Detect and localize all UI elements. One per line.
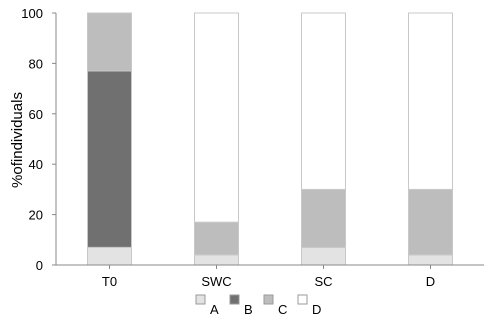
legend-swatch-a [195,294,206,305]
legend-label-b: B [244,302,253,317]
y-tick-label: 40 [29,157,43,172]
bar-segment-d-swc [194,12,239,223]
bar-segment-c-swc [194,221,239,256]
bar-segment-c-t0 [87,12,132,72]
x-tick-label: SC [314,274,332,289]
legend-label-d: D [312,302,321,317]
legend: A B C D [195,294,321,317]
legend-label-c: C [278,302,287,317]
bar-segment-c-d [408,188,453,256]
bar-segment-a-swc [194,254,239,266]
bar-segment-b-t0 [87,70,132,248]
plot-area [87,12,453,266]
bar-segment-a-sc [301,246,346,266]
bar-segment-c-sc [301,188,346,248]
legend-swatch-c [263,294,274,305]
y-tick-label: 20 [29,208,43,223]
y-tick-label: 60 [29,107,43,122]
x-tick-label: T0 [102,274,117,289]
x-tick-label: SWC [201,274,231,289]
x-axis: T0 SWC SC D [56,264,484,289]
y-tick-label: 0 [36,258,43,273]
bar-segment-a-t0 [87,246,132,266]
legend-swatch-b [229,294,240,305]
y-tick-label: 100 [21,6,43,21]
y-tick-label: 80 [29,56,43,71]
legend-label-a: A [210,302,219,317]
y-axis-title: %ofindividuals [9,92,26,188]
bar-segment-d-d [408,12,453,190]
x-tick-label: D [426,274,435,289]
bar-segment-a-d [408,254,453,266]
legend-swatch-d [297,294,308,305]
bar-segment-d-sc [301,12,346,190]
y-axis: 0 20 40 60 80 100 [21,6,57,273]
